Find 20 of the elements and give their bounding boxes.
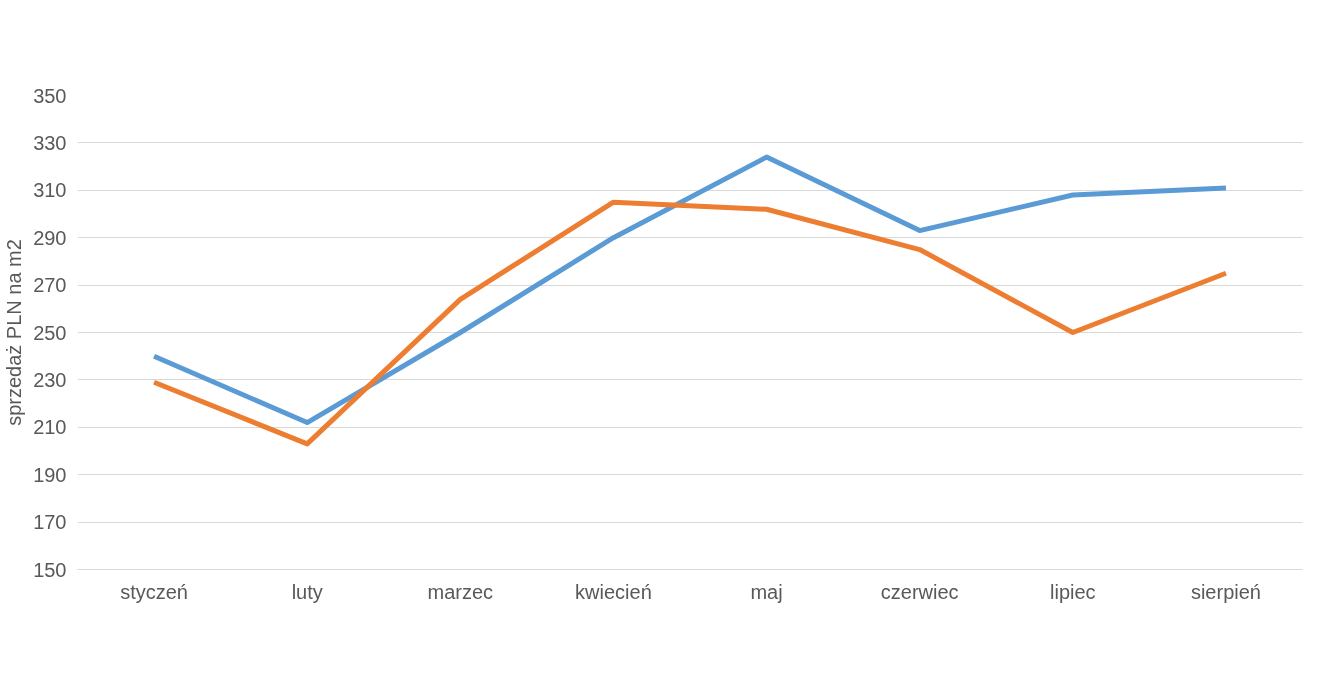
- x-tick-label: maj: [750, 580, 783, 603]
- x-tick-label: czerwiec: [880, 580, 959, 603]
- y-tick-label: 270: [33, 274, 67, 297]
- x-tick-label: luty: [291, 580, 323, 603]
- y-tick-label: 210: [33, 416, 67, 439]
- x-tick-label: marzec: [427, 580, 494, 603]
- y-tick-label: 230: [33, 368, 67, 391]
- y-tick-label: 330: [33, 131, 67, 154]
- y-tick-label: 290: [33, 226, 67, 249]
- y-tick-label: 350: [33, 84, 67, 107]
- x-tick-label: kwiecień: [575, 580, 652, 603]
- x-tick-label: lipiec: [1050, 580, 1096, 603]
- y-tick-label: 190: [33, 463, 67, 486]
- y-tick-label: 310: [33, 179, 67, 202]
- x-tick-label: styczeń: [120, 580, 188, 603]
- y-tick-label: 170: [33, 511, 67, 534]
- x-tick-label: sierpień: [1190, 580, 1261, 603]
- y-axis-title: sprzedaż PLN na m2: [3, 239, 26, 426]
- y-tick-label: 150: [33, 558, 67, 581]
- y-tick-label: 250: [33, 321, 67, 344]
